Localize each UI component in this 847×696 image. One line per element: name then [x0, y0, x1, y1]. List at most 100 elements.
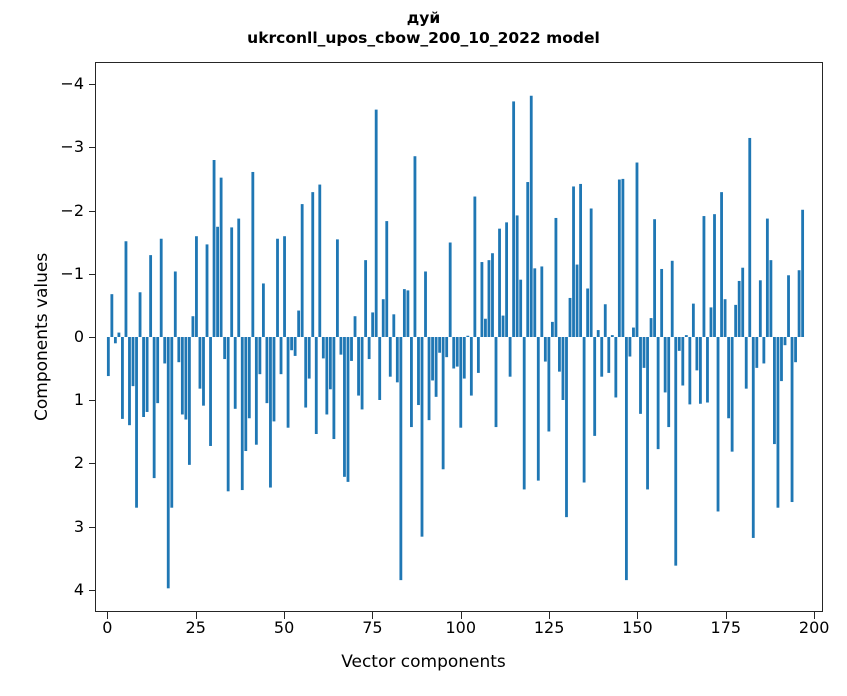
bar — [681, 337, 685, 386]
bar — [473, 196, 477, 337]
y-tick-label: −1 — [60, 263, 84, 283]
bar — [558, 337, 561, 372]
bar — [367, 337, 371, 360]
bar — [311, 192, 315, 337]
bar — [406, 290, 410, 337]
bar — [395, 337, 399, 383]
bar — [216, 226, 220, 337]
bar — [484, 318, 487, 337]
bar — [603, 304, 607, 337]
y-tick-label: −3 — [60, 137, 84, 157]
bar — [663, 337, 667, 393]
bar — [660, 268, 664, 337]
bar — [593, 337, 597, 436]
bar — [614, 337, 618, 398]
bar — [674, 337, 678, 566]
bar — [399, 337, 403, 581]
bar — [138, 292, 142, 337]
bar — [156, 337, 160, 404]
bar — [635, 162, 639, 337]
bar — [632, 327, 635, 337]
bar — [283, 236, 286, 337]
bar — [498, 228, 501, 337]
bar — [346, 337, 350, 482]
y-tick-label: 0 — [73, 327, 84, 346]
bar — [357, 337, 360, 396]
bar — [388, 337, 392, 377]
bar — [751, 337, 755, 538]
chart-title-line2: ukrconll_upos_cbow_200_10_2022 model — [247, 29, 600, 47]
bar — [459, 337, 463, 428]
bar — [565, 337, 568, 518]
bar — [385, 221, 389, 337]
bar — [420, 337, 424, 537]
bar — [487, 260, 491, 337]
bar — [780, 337, 783, 382]
bar — [607, 337, 611, 373]
bar — [512, 101, 516, 337]
x-axis-label: Vector components — [341, 652, 506, 672]
bar — [173, 271, 177, 337]
bar — [212, 160, 216, 337]
bar — [106, 337, 110, 377]
x-tick-label: 0 — [102, 618, 113, 637]
chart-title-line1: дуй — [406, 9, 441, 27]
bar — [230, 227, 234, 337]
bar — [113, 337, 117, 344]
bar — [610, 335, 614, 337]
bar — [596, 330, 600, 337]
bar — [445, 337, 449, 358]
bar — [254, 337, 258, 445]
bar — [716, 337, 720, 512]
bar — [462, 337, 466, 379]
bar — [667, 337, 671, 428]
bar — [265, 337, 269, 404]
bar — [149, 255, 153, 337]
y-tick-label: 4 — [73, 579, 84, 599]
bar — [353, 316, 357, 337]
bar — [371, 312, 375, 337]
bar — [561, 337, 565, 400]
x-tick-mark — [814, 612, 816, 619]
bar — [762, 337, 766, 364]
bar — [402, 289, 406, 337]
bar — [244, 337, 248, 452]
bar — [519, 279, 523, 337]
bar — [737, 280, 741, 337]
x-tick-label: 200 — [798, 618, 830, 637]
bar — [145, 337, 149, 412]
bar — [135, 337, 138, 508]
bar — [702, 216, 706, 337]
x-tick-mark — [725, 612, 727, 619]
bar — [378, 337, 382, 400]
bar — [554, 217, 558, 337]
bar — [272, 337, 276, 422]
bar — [202, 337, 205, 406]
bar — [198, 337, 202, 389]
bar — [769, 260, 773, 337]
bar — [184, 337, 188, 420]
x-tick-mark — [549, 612, 551, 619]
bar — [547, 337, 551, 432]
bar — [688, 337, 692, 405]
bar — [452, 337, 456, 369]
y-tick-mark — [88, 526, 95, 528]
bar — [237, 218, 241, 337]
bar — [233, 337, 237, 409]
bar — [293, 337, 297, 356]
bar — [392, 314, 396, 337]
bar — [431, 337, 434, 381]
bar — [698, 337, 702, 404]
bar — [166, 337, 170, 589]
bar — [180, 337, 184, 415]
bar — [177, 337, 181, 363]
bar — [582, 337, 586, 483]
bar — [131, 337, 135, 387]
bar — [642, 337, 646, 368]
bar — [748, 137, 752, 337]
bar — [335, 239, 339, 337]
bar — [790, 337, 794, 503]
bar — [321, 337, 325, 359]
bar — [572, 186, 575, 337]
bar — [360, 337, 364, 410]
